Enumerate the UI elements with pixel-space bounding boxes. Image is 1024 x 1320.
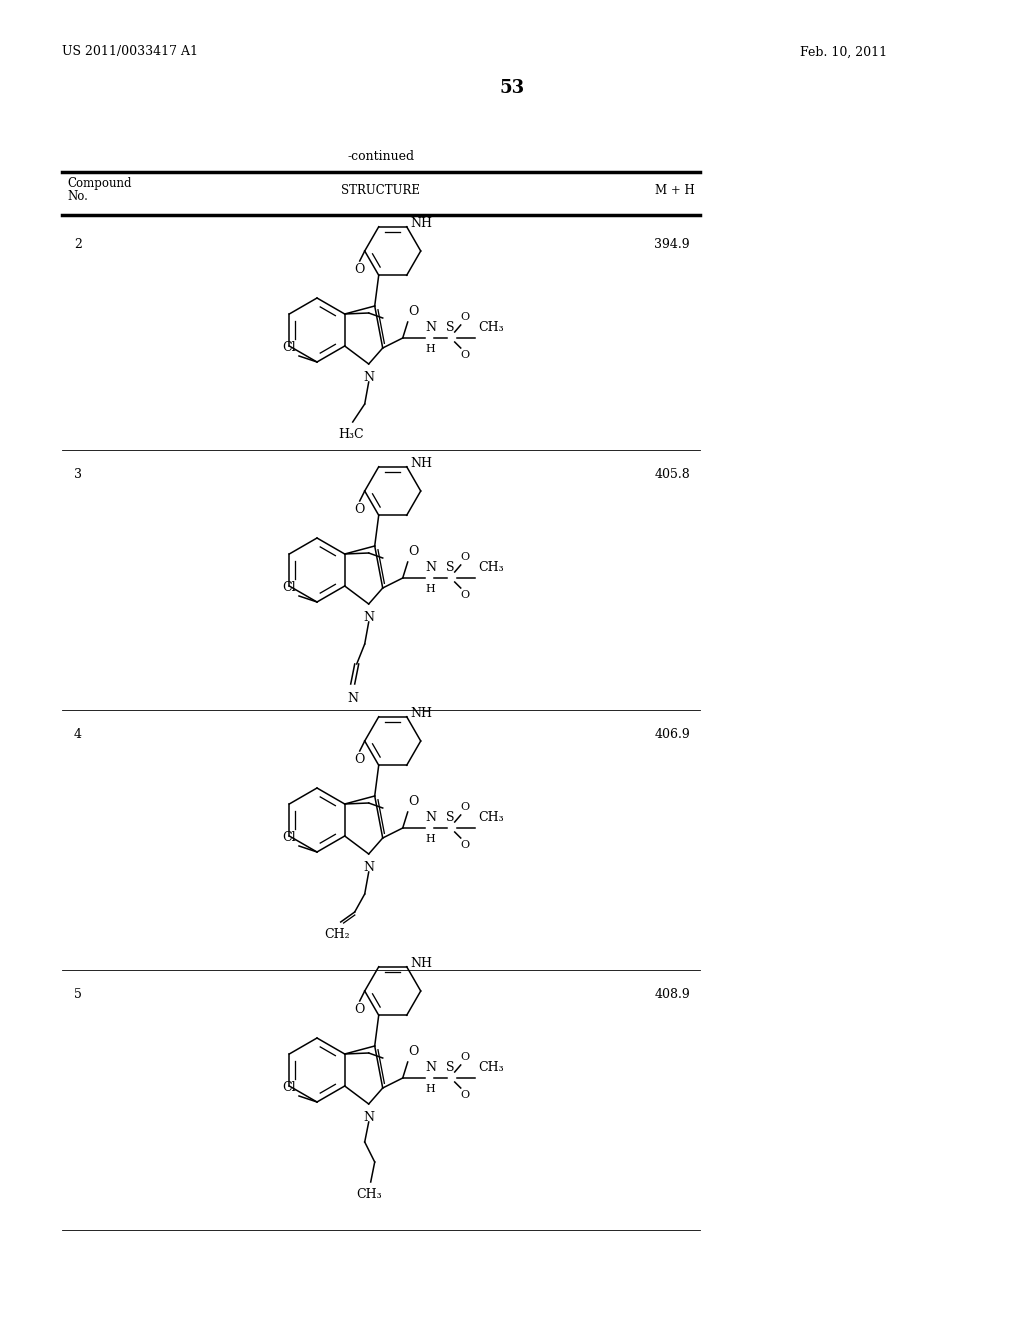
Text: O: O <box>461 552 470 562</box>
Text: O: O <box>461 1090 470 1100</box>
Text: O: O <box>409 1045 419 1059</box>
Text: CH₃: CH₃ <box>478 561 505 574</box>
Text: 53: 53 <box>500 79 524 96</box>
Text: O: O <box>354 1003 365 1016</box>
Text: O: O <box>354 503 365 516</box>
Text: N: N <box>426 561 436 574</box>
Text: O: O <box>354 752 365 766</box>
Text: O: O <box>354 263 365 276</box>
Text: Cl: Cl <box>283 341 296 354</box>
Text: 394.9: 394.9 <box>654 239 690 252</box>
Text: N: N <box>364 861 374 874</box>
Text: Cl: Cl <box>283 832 296 843</box>
Text: H: H <box>426 834 435 843</box>
Text: CH₃: CH₃ <box>478 321 505 334</box>
Text: N: N <box>364 611 374 624</box>
Text: STRUCTURE: STRUCTURE <box>341 185 421 198</box>
Text: S: S <box>446 1061 455 1074</box>
Text: O: O <box>461 350 470 360</box>
Text: CH₂: CH₂ <box>324 928 349 941</box>
Text: S: S <box>446 810 455 824</box>
Text: N: N <box>364 1111 374 1125</box>
Text: Feb. 10, 2011: Feb. 10, 2011 <box>800 45 887 58</box>
Text: O: O <box>461 1052 470 1063</box>
Text: O: O <box>409 795 419 808</box>
Text: Cl: Cl <box>283 1081 296 1094</box>
Text: H: H <box>426 583 435 594</box>
Text: N: N <box>426 810 436 824</box>
Text: CH₃: CH₃ <box>478 810 505 824</box>
Text: 2: 2 <box>74 239 82 252</box>
Text: N: N <box>347 692 358 705</box>
Text: N: N <box>364 371 374 384</box>
Text: CH₃: CH₃ <box>356 1188 382 1201</box>
Text: No.: No. <box>67 190 88 203</box>
Text: NH: NH <box>411 218 433 230</box>
Text: CH₃: CH₃ <box>478 1061 505 1074</box>
Text: -continued: -continued <box>347 150 415 164</box>
Text: O: O <box>409 545 419 558</box>
Text: 3: 3 <box>74 469 82 482</box>
Text: 4: 4 <box>74 729 82 742</box>
Text: H₃C: H₃C <box>338 428 364 441</box>
Text: 406.9: 406.9 <box>654 729 690 742</box>
Text: H: H <box>426 345 435 354</box>
Text: M + H: M + H <box>655 185 695 198</box>
Text: NH: NH <box>411 457 433 470</box>
Text: H: H <box>426 1084 435 1094</box>
Text: 5: 5 <box>74 989 82 1002</box>
Text: Cl: Cl <box>283 581 296 594</box>
Text: NH: NH <box>411 708 433 721</box>
Text: S: S <box>446 561 455 574</box>
Text: Compound: Compound <box>67 177 131 190</box>
Text: O: O <box>461 312 470 322</box>
Text: O: O <box>461 840 470 850</box>
Text: O: O <box>409 305 419 318</box>
Text: 405.8: 405.8 <box>654 469 690 482</box>
Text: 408.9: 408.9 <box>654 989 690 1002</box>
Text: N: N <box>426 1061 436 1074</box>
Text: O: O <box>461 803 470 812</box>
Text: O: O <box>461 590 470 601</box>
Text: US 2011/0033417 A1: US 2011/0033417 A1 <box>62 45 198 58</box>
Text: N: N <box>426 321 436 334</box>
Text: NH: NH <box>411 957 433 970</box>
Text: S: S <box>446 321 455 334</box>
